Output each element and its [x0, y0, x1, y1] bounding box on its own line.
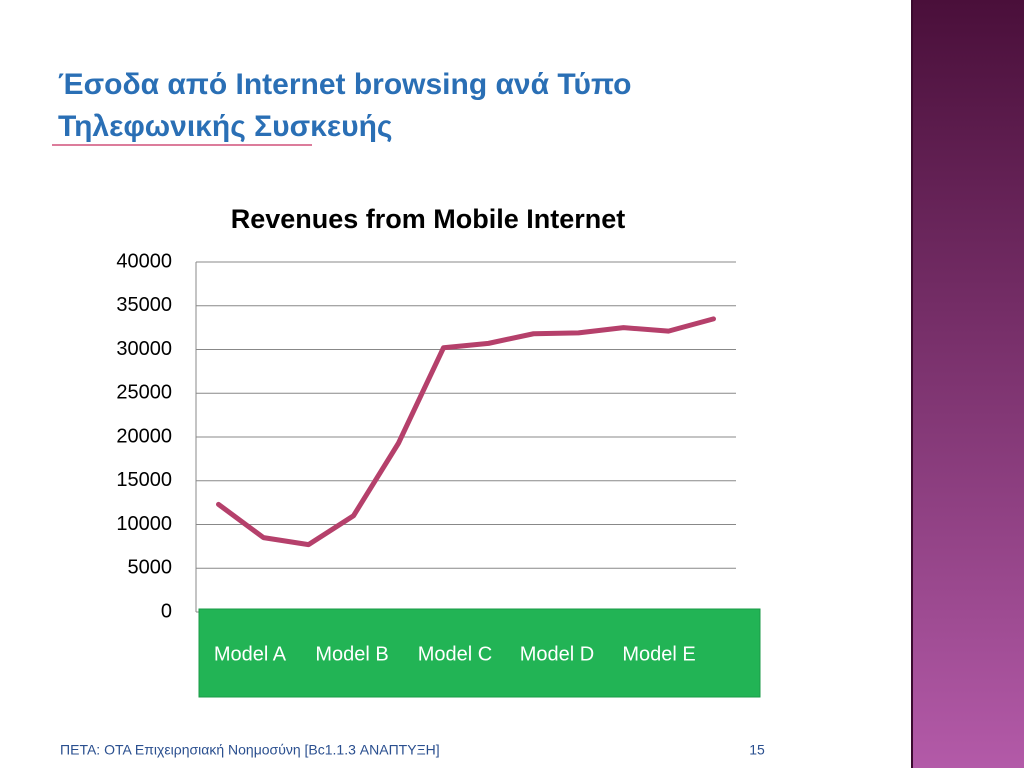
y-tick-label: 10000	[116, 513, 172, 535]
y-tick-label: 15000	[116, 469, 172, 491]
box-label: Model E	[622, 643, 695, 665]
box-label: Model C	[418, 643, 492, 665]
y-tick-label: 35000	[116, 294, 172, 316]
slide-title: Έσοδα από Internet browsing ανά Τύπο	[58, 68, 631, 101]
label-box	[198, 608, 761, 698]
footer-text: ΠΕΤΑ: ΟΤΑ Επιχειρησιακή Νοημοσύνη [Βc1.1…	[60, 742, 440, 758]
page-number: 15	[749, 742, 765, 758]
box-label: Model A	[214, 643, 287, 665]
y-tick-label: 40000	[116, 250, 172, 272]
y-tick-label: 30000	[116, 338, 172, 360]
y-tick-label: 5000	[128, 557, 173, 579]
y-tick-label: 25000	[116, 382, 172, 404]
line	[216, 316, 716, 548]
chart-title: Revenues from Mobile Internet	[231, 204, 626, 234]
y-tick-label: 0	[161, 600, 172, 622]
box-label: Model D	[520, 643, 594, 665]
y-tick-label: 20000	[116, 425, 172, 447]
box-label: Model B	[315, 643, 388, 665]
slide-title: Τηλεφωνικής Συσκευής	[58, 110, 393, 143]
side-panel	[912, 0, 1024, 768]
